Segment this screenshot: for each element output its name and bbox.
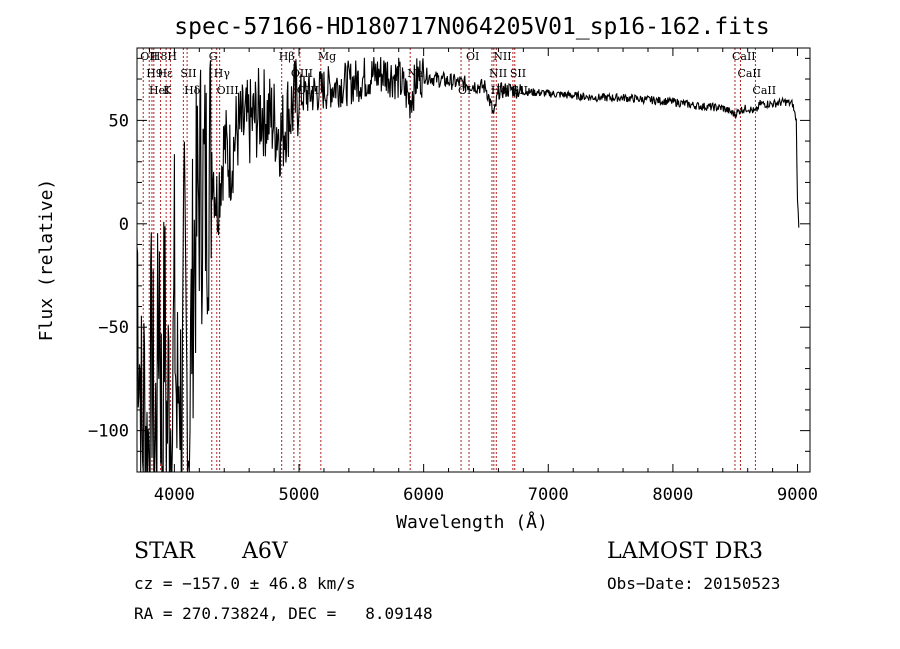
redshift-cz: cz = −157.0 ± 46.8 km/s: [134, 574, 356, 593]
plot-frame: [136, 47, 811, 473]
line-label: CaII: [737, 67, 761, 80]
line-label: OIII: [217, 84, 239, 97]
line-markers: [142, 48, 756, 472]
y-tick-label: 0: [119, 215, 129, 235]
flux-series-line: [136, 57, 800, 473]
ra-dec-coordinates: RA = 270.73824, DEC = 8.09148: [134, 604, 433, 623]
x-tick-label: 9000: [777, 485, 818, 505]
line-label: OII: [140, 50, 158, 63]
line-label: OI: [466, 50, 479, 63]
line-label: SII: [510, 67, 526, 80]
line-label: G: [209, 50, 218, 63]
x-tick-label: 4000: [154, 485, 195, 505]
tick-labels: 4000 5000 6000 7000 8000 9000 −100 −50 0 50: [88, 111, 818, 505]
line-label: NII: [493, 50, 511, 63]
x-axis-label: Wavelength (Å): [396, 511, 548, 533]
object-class: STAR: [134, 539, 195, 564]
line-label: CaII: [732, 50, 756, 63]
line-label: SII: [180, 67, 196, 80]
y-tick-label: −100: [88, 422, 129, 442]
line-labels: OIIH9HeIH8HεKHSIIHδGHγOIIIHβOIIIOIIIMgNa…: [140, 50, 776, 97]
line-label: Hε: [158, 67, 174, 80]
x-tick-label: 8000: [652, 485, 693, 505]
observation-date: Obs−Date: 20150523: [607, 574, 781, 593]
survey-name: LAMOST DR3: [607, 539, 763, 564]
y-tick-label: −50: [98, 318, 129, 338]
x-tick-label: 5000: [279, 485, 320, 505]
line-label: Hβ: [279, 50, 295, 63]
line-label: H: [167, 50, 177, 63]
line-label: K: [163, 84, 172, 97]
object-subclass: A6V: [242, 539, 288, 564]
line-label: HeI: [149, 84, 169, 97]
line-label: Na: [407, 67, 424, 80]
line-label: H9: [146, 67, 163, 80]
line-label: NII: [489, 67, 507, 80]
x-tick-label: 6000: [403, 485, 444, 505]
y-axis-label: Flux (relative): [36, 179, 57, 342]
line-label: Hγ: [214, 67, 231, 80]
line-label: Hδ: [184, 84, 201, 97]
chart-title: spec-57166-HD180717N064205V01_sp16-162.f…: [174, 14, 769, 40]
line-label: Mg: [318, 50, 336, 63]
y-tick-label: 50: [109, 111, 129, 131]
x-tick-label: 7000: [528, 485, 569, 505]
line-label: CaII: [752, 84, 776, 97]
line-label: H8: [151, 50, 168, 63]
